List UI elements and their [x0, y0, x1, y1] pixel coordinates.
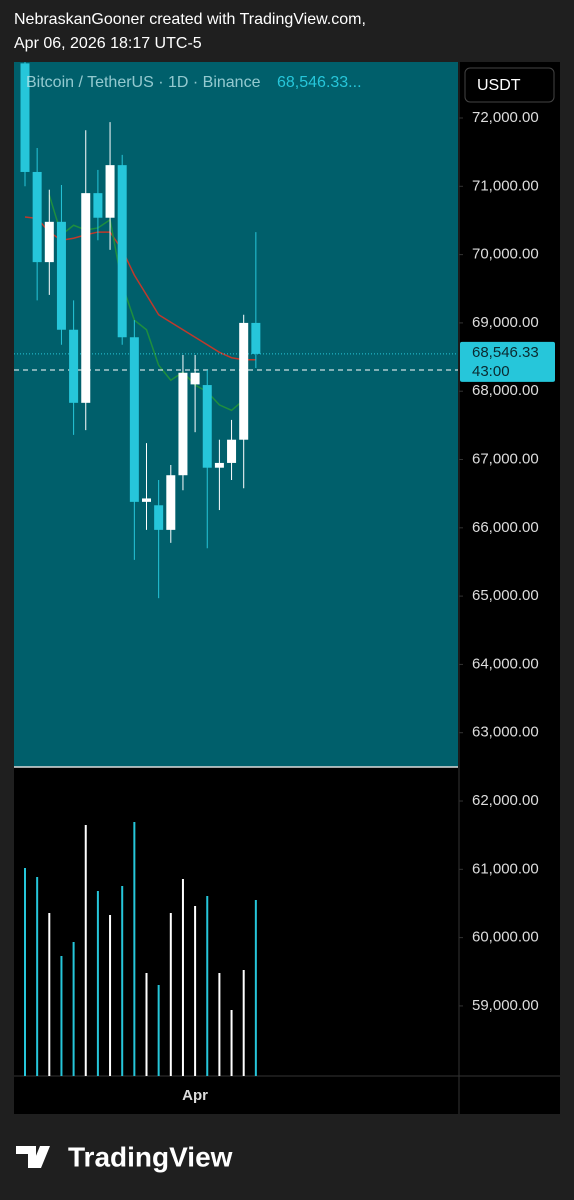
- volume-bar: [48, 913, 51, 1076]
- symbol-title: Bitcoin / TetherUS · 1D · Binance: [26, 74, 261, 91]
- volume-bar: [60, 956, 63, 1076]
- y-tick-label: 59,000.00: [472, 997, 539, 1014]
- volume-bar: [133, 822, 136, 1076]
- candle-body: [190, 372, 200, 385]
- y-tick-label: 72,000.00: [472, 109, 539, 126]
- last-price: 68,546.33...: [277, 74, 362, 91]
- y-tick-label: 68,000.00: [472, 382, 539, 399]
- y-tick-label: 70,000.00: [472, 246, 539, 263]
- volume-bar: [242, 970, 245, 1076]
- volume-bar: [121, 886, 124, 1076]
- volume-bar: [254, 900, 257, 1076]
- volume-bar: [84, 825, 87, 1076]
- y-tick-label: 63,000.00: [472, 724, 539, 741]
- y-tick-label: 65,000.00: [472, 587, 539, 604]
- candle-body: [166, 475, 176, 530]
- y-tick-label: 60,000.00: [472, 929, 539, 946]
- volume-bar: [181, 879, 184, 1076]
- y-tick-label: 71,000.00: [472, 177, 539, 194]
- currency-label[interactable]: USDT: [477, 77, 521, 94]
- volume-bar: [145, 973, 148, 1076]
- candle-body: [44, 221, 54, 263]
- y-tick-label: 69,000.00: [472, 314, 539, 331]
- price-tag-label: 68,546.33: [472, 344, 539, 361]
- header-line: NebraskanGooner created with TradingView…: [14, 11, 366, 28]
- volume-bar: [109, 915, 112, 1076]
- candle-body: [239, 322, 249, 440]
- volume-bar: [72, 942, 75, 1076]
- candle-body: [214, 462, 224, 468]
- price-tag: [460, 341, 555, 382]
- candle-body: [69, 329, 79, 403]
- candle-body: [202, 385, 212, 468]
- countdown: 43:00: [472, 363, 510, 380]
- logo: TradingView: [16, 1141, 233, 1172]
- volume-bar: [24, 868, 26, 1076]
- volume-bar: [96, 891, 99, 1076]
- candle-body: [117, 165, 127, 338]
- candle-body: [154, 505, 164, 530]
- volume-bar: [194, 906, 197, 1076]
- candles: [20, 62, 261, 599]
- candle-body: [93, 193, 103, 218]
- y-tick-label: 67,000.00: [472, 450, 539, 467]
- candle-body: [32, 171, 42, 263]
- volume-bar: [157, 985, 160, 1076]
- candle-body: [227, 439, 237, 463]
- volume-bar: [230, 1010, 233, 1076]
- candle-body: [81, 193, 91, 403]
- volume-bar: [169, 913, 172, 1076]
- price-pane: [14, 62, 458, 767]
- y-tick-label: 62,000.00: [472, 792, 539, 809]
- plot: Apr: [14, 62, 458, 1104]
- volume-bar: [206, 896, 209, 1076]
- currency-button[interactable]: [464, 67, 555, 103]
- logo-icon: [16, 1146, 50, 1168]
- y-tick-label: 61,000.00: [472, 860, 539, 877]
- candle-body: [178, 372, 188, 476]
- candle-body: [56, 221, 66, 330]
- x-tick-label: Apr: [182, 1087, 208, 1104]
- volume-bar: [218, 973, 221, 1076]
- candle-body: [142, 498, 151, 502]
- candle-body: [129, 337, 139, 502]
- volume-bar: [36, 877, 39, 1076]
- header-line: Apr 06, 2026 18:17 UTC-5: [14, 35, 202, 52]
- y-tick-label: 66,000.00: [472, 519, 539, 536]
- candle-body: [105, 165, 115, 218]
- logo-text: TradingView: [68, 1141, 233, 1172]
- candle-body: [251, 322, 261, 354]
- y-tick-label: 64,000.00: [472, 655, 539, 672]
- candle-body: [20, 63, 30, 172]
- price-axis: 72,000.00 71,000.00 70,000.00 69,000.00 68,0…: [459, 109, 555, 1014]
